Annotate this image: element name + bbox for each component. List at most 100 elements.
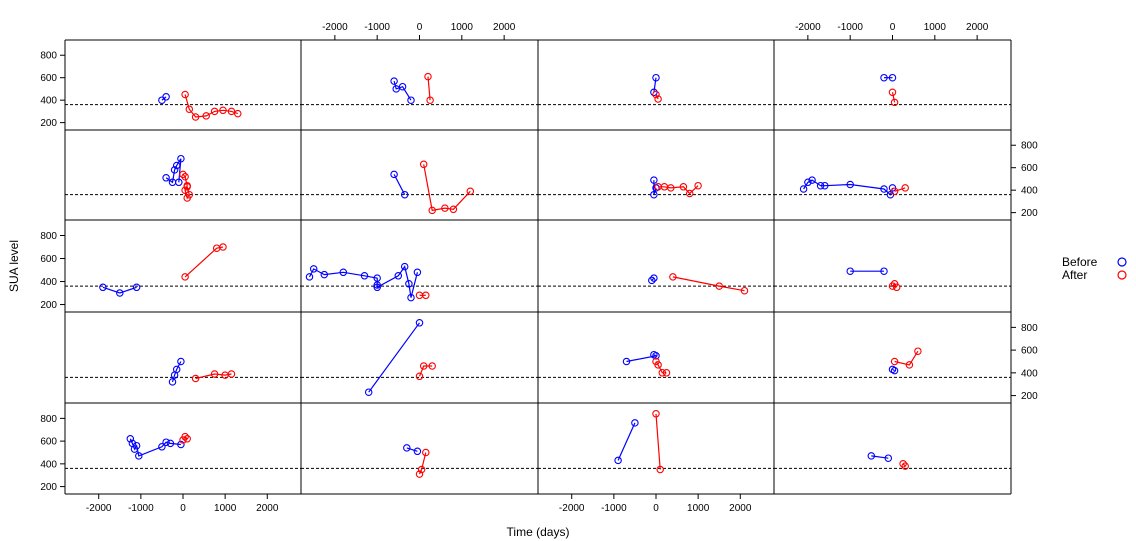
before-point [400,262,409,271]
before-series-line [892,368,895,372]
before-point [172,161,181,170]
after-series-line [672,276,745,292]
before-point [650,190,658,199]
after-point [181,90,189,99]
legend-label-before: Before [1062,255,1098,269]
y-tick-label: 200 [40,118,57,129]
after-point [890,357,899,366]
y-tick-label: 400 [40,277,57,288]
after-series-line [655,361,667,374]
after-point [191,113,200,121]
panel-4 [774,73,1011,107]
after-point [888,88,897,97]
y-tick-label: 800 [1021,141,1038,152]
y-tick-label: 400 [40,96,57,107]
after-series-line [655,94,659,100]
x-tick-label: 1000 [451,22,474,33]
y-tick-label: 600 [40,437,57,448]
x-tick-label: 1000 [214,503,237,514]
before-point [99,283,107,292]
panel-3 [538,73,774,106]
y-tick-label: 200 [1021,208,1038,219]
after-point [183,183,191,191]
after-point [667,184,675,192]
panel-6 [301,160,538,215]
after-point [441,204,449,212]
before-point [846,267,854,275]
after-point [417,465,426,474]
after-point [656,465,664,474]
before-point [360,272,369,280]
before-point [648,276,656,285]
after-point [415,372,424,381]
before-point [364,388,373,396]
after-point [901,184,909,192]
before-series-line [393,174,406,195]
after-series-line [423,164,471,212]
after-point [191,374,200,383]
x-tick-label: 1000 [924,22,947,33]
y-axis-title: SUA level [7,240,21,292]
panel-18 [301,444,538,478]
panel-20 [774,452,1011,470]
after-point [899,460,907,468]
after-series-line [894,350,919,366]
after-point [888,282,897,290]
before-point [413,447,422,456]
after-point [422,448,430,457]
x-tick-label: 0 [653,503,659,514]
before-point [166,439,175,448]
before-point [162,174,170,182]
before-point [816,181,825,190]
y-tick-label: 400 [40,459,57,470]
before-series-line [653,77,657,93]
before-series-line [102,286,137,294]
after-point [426,96,434,104]
after-series-line [184,246,224,278]
x-tick-label: 0 [890,22,896,33]
panel-5 [65,154,301,202]
before-point [172,365,181,374]
before-point [320,270,329,279]
after-point [419,160,428,169]
y-tick-label: 800 [40,51,57,62]
after-point [669,273,677,281]
after-point [210,370,219,378]
after-point [694,181,702,190]
before-point [390,170,398,179]
before-point [126,435,135,443]
before-point [373,281,381,289]
after-point [424,72,432,81]
before-series-line [308,265,418,298]
before-point [846,180,854,189]
before-point [116,289,124,297]
after-point [905,361,914,369]
panel-2 [301,72,538,106]
before-point [132,441,141,450]
x-tick-label: 1000 [687,503,710,514]
y-tick-label: 600 [40,254,57,265]
after-series-line [184,94,238,118]
panel-14 [301,319,538,396]
before-point [400,190,409,199]
panel-19 [538,410,774,474]
legend-marker-before [1117,257,1127,267]
after-point [654,95,662,103]
after-series-line [427,76,431,101]
before-point [405,280,413,288]
y-tick-label: 800 [1021,323,1038,334]
after-point [428,362,436,370]
after-point [890,187,899,196]
x-tick-label: 2000 [493,22,516,33]
y-tick-label: 600 [1021,346,1038,357]
legend-marker-after [1117,270,1127,280]
before-series-line [368,322,420,393]
after-point [715,282,723,290]
before-point [650,274,658,282]
x-tick-label: -2000 [795,22,821,33]
before-point [650,176,658,184]
axes-layer: -2000 -1000 0 1000 2000-2000 -1000 0 1000 2000-2… [40,22,1038,514]
after-point [219,243,227,251]
after-point [652,410,660,418]
